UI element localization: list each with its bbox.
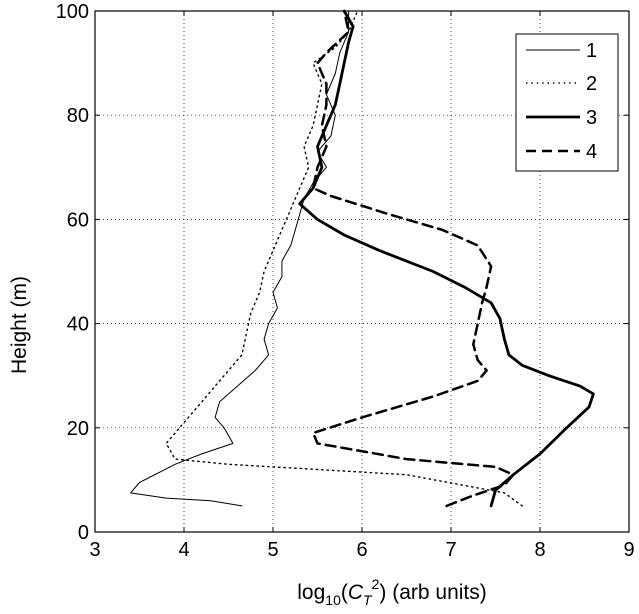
x-tick-label: 8 [534, 539, 545, 561]
legend-label-4: 4 [586, 141, 597, 163]
y-tick-label: 20 [67, 418, 89, 440]
grid-lines [95, 11, 629, 532]
x-tick-label: 6 [356, 539, 367, 561]
legend-label-2: 2 [586, 73, 597, 95]
x-axis-label-sup: 2 [372, 576, 380, 592]
x-tick-label: 9 [623, 539, 634, 561]
x-tick-labels: 3 4 5 6 7 8 9 [89, 539, 634, 561]
y-tick-label: 40 [67, 314, 89, 336]
x-axis-label-prefix: log [297, 581, 325, 604]
y-tick-label: 100 [56, 1, 89, 23]
axis-ticks [94, 10, 630, 533]
legend-entry-3: 3 [526, 107, 597, 129]
series-line-2 [165, 10, 523, 507]
y-axis-label: Height (m) [8, 276, 31, 374]
x-tick-label: 7 [445, 539, 456, 561]
x-axis-label-sub: 10 [325, 592, 341, 608]
x-axis-label-var: C [348, 581, 364, 604]
legend-entry-4: 4 [526, 141, 597, 163]
series-lines [130, 9, 595, 508]
legend-entry-2: 2 [526, 73, 597, 95]
x-axis-label-var-sub: T [363, 592, 373, 608]
y-tick-label: 0 [78, 522, 89, 544]
legend: 1 2 3 4 [515, 33, 619, 172]
x-tick-label: 4 [178, 539, 189, 561]
series-line-3 [298, 9, 595, 508]
legend-box [515, 33, 619, 172]
series-line-4 [311, 9, 515, 508]
y-tick-label: 60 [67, 209, 89, 231]
x-axis-label-suffix: ) (arb units) [379, 581, 486, 604]
legend-label-3: 3 [586, 107, 597, 129]
x-axis-label-open: ( [341, 581, 348, 604]
x-tick-label: 5 [267, 539, 278, 561]
x-axis-label: log10(CT2) (arb units) [297, 576, 487, 608]
series-line-1 [130, 10, 350, 507]
y-tick-labels: 0 20 40 60 80 100 [56, 1, 89, 544]
y-tick-label: 80 [67, 105, 89, 127]
legend-label-1: 1 [586, 40, 597, 62]
x-tick-label: 3 [89, 539, 100, 561]
legend-entry-1: 1 [526, 40, 597, 62]
